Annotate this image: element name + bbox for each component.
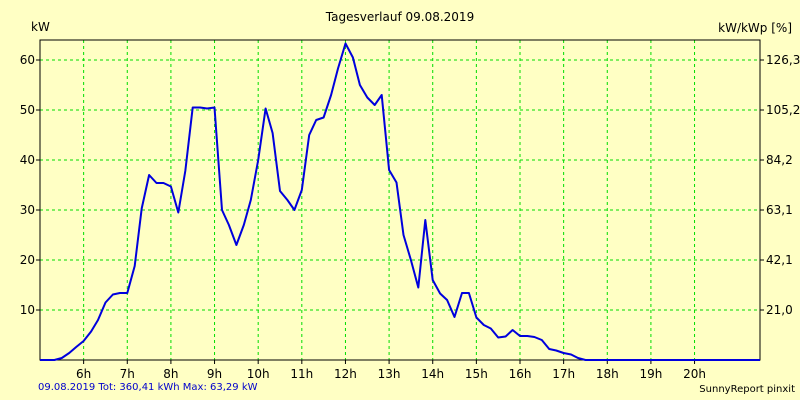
x-tick-label: 19h <box>639 367 662 381</box>
x-tick-label: 12h <box>334 367 357 381</box>
y2-axis-unit-label: kW/kWp [%] <box>718 21 792 35</box>
y2-tick-label: 105,2 <box>766 103 800 117</box>
x-tick-label: 15h <box>465 367 488 381</box>
brand-label: SunnyReport pinxit <box>699 384 795 395</box>
y-tick-label: 60 <box>20 53 35 67</box>
x-tick-label: 7h <box>120 367 135 381</box>
x-tick-label: 11h <box>290 367 313 381</box>
x-tick-label: 10h <box>247 367 270 381</box>
y-tick-label: 30 <box>20 203 35 217</box>
x-tick-label: 17h <box>552 367 575 381</box>
x-tick-label: 14h <box>421 367 444 381</box>
x-tick-label: 13h <box>378 367 401 381</box>
daily-summary: 09.08.2019 Tot: 360,41 kWh Max: 63,29 kW <box>38 382 258 393</box>
y-tick-label: 20 <box>20 253 35 267</box>
series-layer <box>40 42 760 361</box>
y2-tick-label: 42,1 <box>766 253 793 267</box>
y-tick-label: 10 <box>20 303 35 317</box>
grid <box>40 40 760 360</box>
y-tick-label: 40 <box>20 153 35 167</box>
x-tick-label: 20h <box>683 367 706 381</box>
x-tick-label: 16h <box>509 367 532 381</box>
axes <box>36 39 764 364</box>
y2-tick-label: 63,1 <box>766 203 793 217</box>
x-tick-label: 18h <box>596 367 619 381</box>
x-tick-label: 9h <box>207 367 222 381</box>
y-tick-label: 50 <box>20 103 35 117</box>
x-tick-label: 8h <box>163 367 178 381</box>
chart-title: Tagesverlauf 09.08.2019 <box>325 10 475 24</box>
y2-tick-label: 21,0 <box>766 303 793 317</box>
y-axis-unit-label: kW <box>31 20 50 34</box>
tick-labels: 6h 7h 8h 9h 10h 11h 12h 13h 14h 15h 16h 17h 18h 19h 20… <box>20 53 800 381</box>
x-tick-label: 6h <box>76 367 91 381</box>
series-line-kw <box>40 42 760 361</box>
plot-frame <box>39 39 761 361</box>
y2-tick-label: 126,3 <box>766 53 800 67</box>
y2-tick-label: 84,2 <box>766 153 793 167</box>
